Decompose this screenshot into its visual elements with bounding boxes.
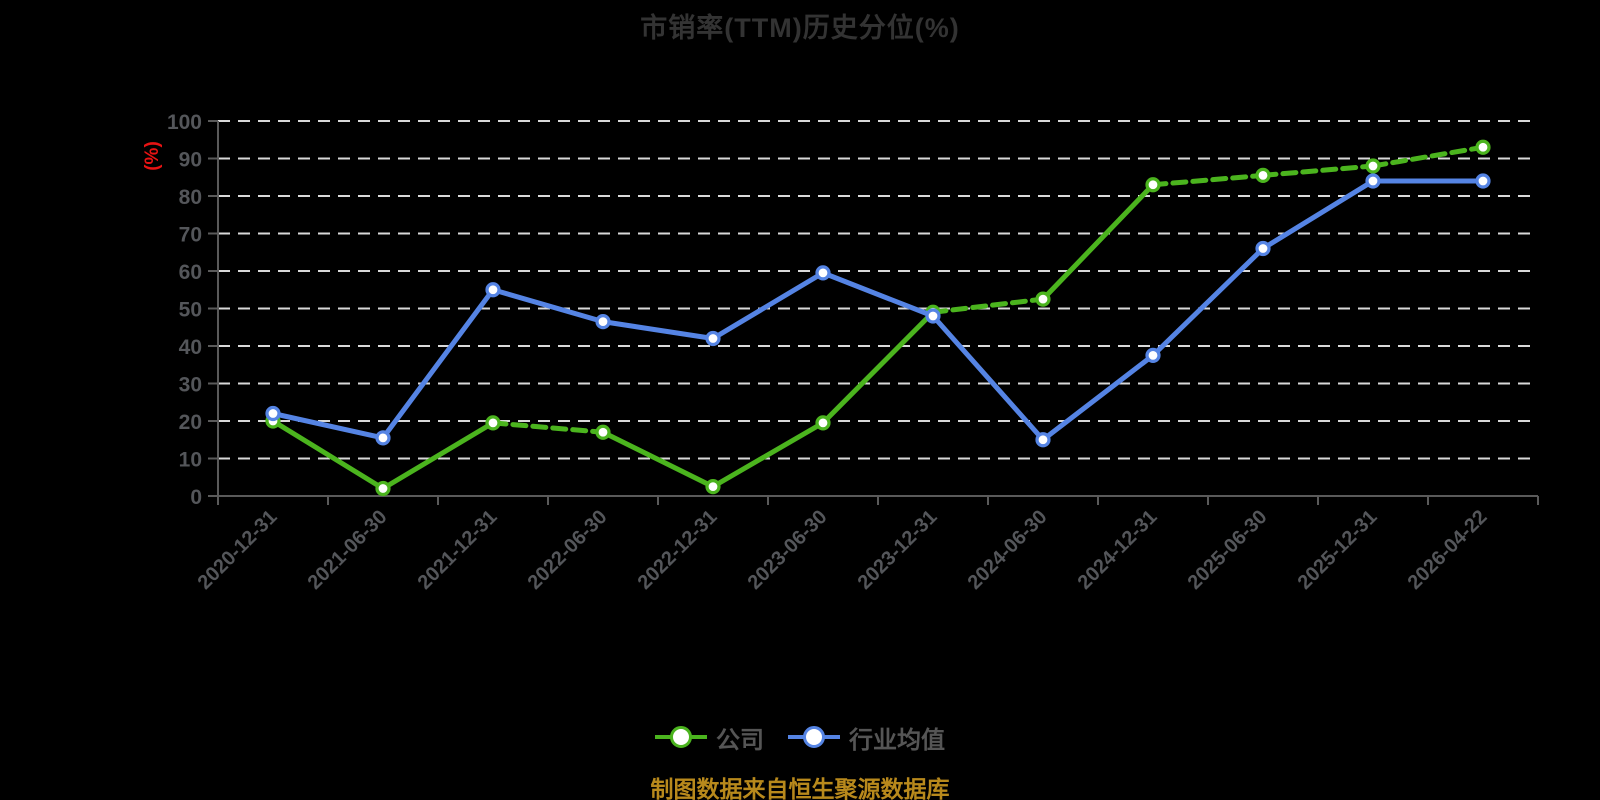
legend-label-industry-average: 行业均值 (849, 726, 945, 754)
industry-average-line-segment (600, 319, 716, 341)
company-data-point (1035, 291, 1051, 307)
x-tick-label: 2025-12-31 (1294, 506, 1382, 594)
industry-average-line-segment (1150, 246, 1266, 358)
y-tick-label: 70 (179, 224, 202, 247)
legend-item-industry-average[interactable]: 行业均值 (788, 720, 945, 755)
x-tick-label: 2023-12-31 (854, 506, 942, 594)
legend-label-company: 公司 (716, 726, 764, 754)
x-tick-label: 2022-06-30 (524, 506, 612, 594)
company-data-point (375, 480, 391, 497)
y-tick-label: 60 (179, 261, 202, 284)
company-data-point (1145, 177, 1161, 193)
legend: 公司 行业均值 (0, 716, 1600, 758)
x-tick-label: 2021-12-31 (414, 506, 502, 594)
y-tick-label: 100 (167, 111, 202, 134)
chart-title: 市销率(TTM)历史分位(%) (640, 13, 960, 43)
company-data-point (1475, 139, 1491, 155)
industry-average-data-point (815, 265, 831, 281)
industry-average-line-segment (270, 411, 386, 441)
industry-average-data-point (1145, 347, 1161, 363)
x-tick-label: 2025-06-30 (1184, 506, 1272, 594)
company-data-point (595, 424, 611, 440)
company-data-point (1365, 158, 1381, 174)
company-line-segment (1040, 182, 1156, 302)
industry-average-data-point (1365, 173, 1381, 189)
company-line-segment (490, 420, 606, 435)
x-tick-label: 2021-06-30 (304, 506, 392, 594)
company-line-segment (820, 309, 936, 426)
x-tick-label: 2024-06-30 (964, 506, 1052, 594)
company-line-segment (380, 420, 496, 491)
y-tick-label: 10 (179, 449, 202, 472)
company-series-marker-icon (655, 726, 707, 748)
industry-average-data-point (595, 314, 611, 330)
company-data-point (815, 415, 831, 431)
y-tick-label: 80 (179, 186, 202, 209)
company-data-point (705, 479, 721, 495)
y-tick-label: 30 (179, 374, 202, 397)
industry-average-data-point (485, 282, 501, 298)
company-data-point (485, 415, 501, 431)
industry-average-series-marker-icon (788, 726, 840, 748)
company-line-segment (930, 296, 1046, 315)
x-tick-label: 2022-12-31 (634, 506, 722, 594)
company-line-segment (270, 418, 386, 491)
industry-average-data-point (925, 308, 941, 324)
y-tick-label: 0 (190, 486, 202, 509)
y-tick-label: 50 (179, 299, 202, 322)
y-tick-label: 20 (179, 411, 202, 434)
industry-average-data-point (265, 405, 281, 422)
company-data-point (1255, 167, 1271, 183)
data-source-note: 制图数据来自恒生聚源数据库 (650, 776, 950, 800)
industry-average-data-point (705, 330, 721, 347)
x-tick-label: 2020-12-31 (194, 506, 282, 594)
industry-average-line-segment (1040, 352, 1156, 443)
x-tick-label: 2026-04-22 (1404, 506, 1492, 594)
y-tick-label: 90 (179, 149, 202, 172)
company-line-segment (600, 429, 716, 490)
industry-average-line-segment (710, 270, 826, 341)
y-tick-label: 40 (179, 336, 202, 359)
company-line-segment (1260, 163, 1376, 178)
industry-average-line-segment (1260, 178, 1376, 251)
company-line-segment (710, 420, 826, 490)
industry-average-data-point (1475, 173, 1491, 189)
industry-average-line-segment (380, 287, 496, 441)
company-line-segment (1370, 144, 1486, 169)
industry-average-data-point (1035, 432, 1051, 448)
x-tick-label: 2023-06-30 (744, 506, 832, 594)
industry-average-line-segment (490, 287, 606, 325)
company-line-segment (1150, 172, 1266, 188)
industry-average-data-point (375, 430, 391, 446)
industry-average-data-point (1255, 240, 1271, 257)
x-tick-label: 2024-12-31 (1074, 506, 1162, 594)
industry-average-line-segment (820, 270, 936, 319)
industry-average-line-segment (930, 313, 1046, 443)
legend-item-company[interactable]: 公司 (655, 720, 764, 755)
